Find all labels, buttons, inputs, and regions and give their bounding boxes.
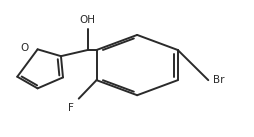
Text: F: F (68, 103, 74, 113)
Text: O: O (21, 43, 29, 53)
Text: OH: OH (80, 15, 96, 25)
Text: Br: Br (213, 75, 225, 85)
